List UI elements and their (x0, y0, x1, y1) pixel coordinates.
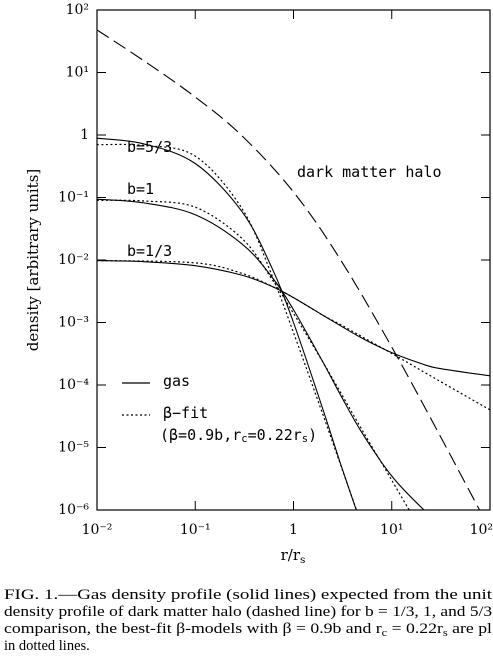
y-tick-label: 1 (80, 127, 89, 143)
legend-label: gas (163, 372, 190, 390)
curve-label: b=5/3 (127, 138, 172, 156)
caption-line: density profile of dark matter halo (das… (4, 604, 492, 620)
curves (97, 29, 490, 510)
curve-label: b=1 (127, 180, 154, 198)
x-tick-label: 10¹ (380, 522, 403, 538)
caption-line: in dotted lines. (4, 638, 90, 654)
y-tick-label: 10¹ (66, 65, 89, 81)
y-tick-label: 10⁻³ (58, 315, 89, 331)
curve-dashed (97, 29, 481, 510)
x-tick-label: 10² (470, 522, 493, 538)
curve-solid (97, 137, 357, 510)
x-tick-label: 10⁻¹ (180, 522, 211, 538)
caption-line: FIG. 1.—Gas density profile (solid lines… (4, 587, 492, 603)
y-tick-label: 10⁻⁵ (58, 440, 89, 456)
y-tick-label: 10⁻⁶ (58, 502, 89, 518)
curve-dotted (97, 143, 358, 510)
curve-solid (97, 198, 425, 510)
y-axis-label: density [arbitrary units] (24, 169, 42, 352)
x-tick-label: 10⁻² (82, 522, 113, 538)
curve-dotted (97, 199, 410, 510)
caption-line: comparison, the best-fit β-models with β… (4, 621, 492, 639)
x-tick-label: 1 (289, 522, 298, 538)
x-axis-label: r/rs (281, 546, 306, 566)
curve-label: dark matter halo (297, 163, 442, 181)
y-tick-label: 10⁻⁴ (58, 377, 89, 393)
curve-dotted (97, 259, 490, 411)
curve-label: b=1/3 (127, 242, 172, 260)
curve-solid (97, 259, 490, 377)
legend-label: β−fit (163, 404, 208, 422)
y-tick-label: 10⁻² (58, 252, 89, 268)
y-tick-label: 10⁻¹ (58, 190, 89, 206)
y-tick-label: 10² (66, 2, 89, 18)
legend-sublabel: (β=0.9b,rc=0.22rs) (160, 426, 317, 446)
